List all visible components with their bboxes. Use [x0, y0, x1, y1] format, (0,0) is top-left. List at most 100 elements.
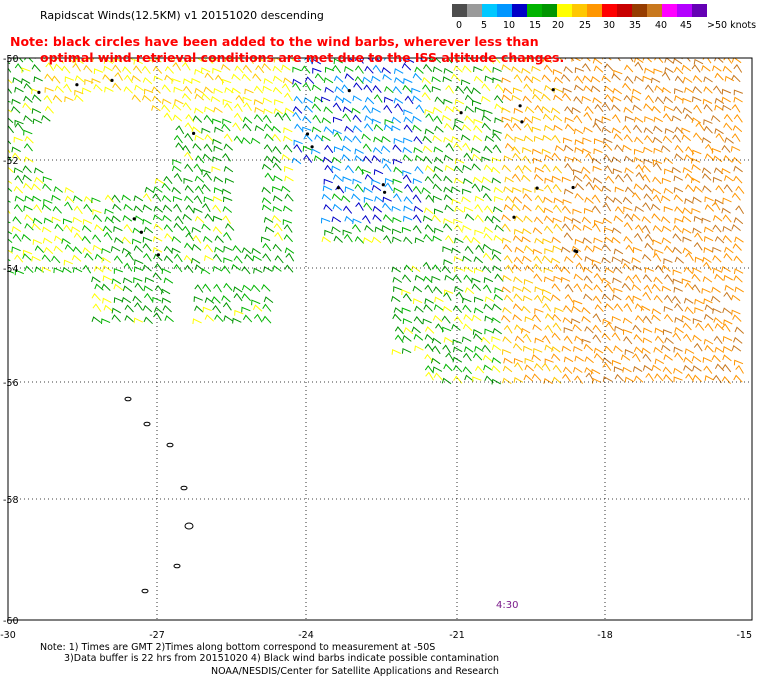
wind-barb — [111, 215, 121, 223]
wind-barb — [672, 246, 682, 254]
wind-barb — [472, 134, 483, 142]
wind-barb — [592, 334, 602, 343]
wind-barb — [213, 145, 223, 152]
wind-barb — [222, 205, 233, 213]
wind-barb — [482, 354, 493, 362]
wind-barb — [553, 197, 563, 204]
wind-barb — [502, 243, 513, 253]
wind-barb — [462, 352, 472, 362]
wind-barb — [44, 105, 54, 114]
wind-barb — [624, 186, 635, 195]
wind-barb — [641, 225, 651, 234]
wind-barb — [43, 246, 54, 255]
wind-barb — [382, 163, 392, 172]
wind-barb — [314, 134, 324, 142]
wind-barb — [651, 308, 662, 315]
wind-barb — [541, 163, 551, 173]
wind-barb — [585, 152, 594, 162]
wind-barb — [213, 87, 223, 94]
wind-barb — [101, 318, 111, 325]
wind-barb — [734, 286, 744, 293]
wind-barb — [551, 152, 561, 161]
wind-barb — [363, 186, 373, 193]
wind-barb — [392, 144, 402, 153]
colorbar-swatch — [617, 4, 632, 17]
wind-barb — [403, 264, 414, 273]
wind-barb — [264, 172, 274, 182]
wind-barb — [281, 64, 291, 71]
wind-barb — [172, 195, 183, 202]
wind-barb — [681, 134, 692, 142]
wind-barb — [703, 247, 713, 253]
wind-barb — [513, 228, 524, 235]
wind-barb — [624, 75, 634, 84]
wind-barb — [382, 214, 393, 222]
wind-barb — [241, 266, 251, 275]
wind-barb — [722, 65, 733, 73]
wind-barb — [721, 207, 731, 214]
wind-barb — [573, 169, 583, 175]
wind-barb — [472, 352, 483, 361]
flag-circle — [310, 145, 314, 149]
wind-barb — [711, 354, 721, 363]
wind-barb — [184, 58, 195, 63]
wind-barb — [161, 297, 172, 304]
wind-barb — [454, 177, 464, 184]
wind-barb — [324, 144, 334, 154]
wind-barb — [661, 344, 671, 352]
wind-barb — [583, 293, 593, 301]
wind-barb — [194, 87, 204, 94]
wind-barb — [433, 165, 444, 173]
wind-barb — [482, 65, 492, 73]
wind-barb — [572, 208, 582, 215]
wind-barb — [8, 270, 15, 274]
wind-barb — [652, 136, 663, 144]
wind-barb — [614, 144, 624, 153]
wind-barb — [302, 82, 312, 92]
wind-barb — [263, 216, 274, 223]
wind-barb — [402, 334, 412, 342]
wind-barb — [403, 116, 413, 124]
wind-barb — [694, 232, 703, 242]
wind-barb — [204, 314, 215, 322]
wind-barb — [31, 88, 41, 95]
wind-barb — [722, 197, 732, 204]
wind-barb — [263, 144, 273, 153]
wind-barb — [162, 214, 172, 222]
wind-barb — [611, 359, 622, 366]
wind-barb — [682, 207, 692, 215]
wind-barb — [502, 365, 513, 373]
wind-barb — [541, 289, 552, 295]
wind-barb — [8, 87, 13, 94]
colorbar-swatch — [647, 4, 662, 17]
wind-barb — [632, 264, 643, 271]
wind-barb — [63, 259, 73, 266]
wind-barb — [551, 332, 561, 341]
wind-barb — [552, 114, 563, 122]
wind-barb — [603, 345, 614, 354]
wind-barb — [362, 155, 372, 164]
wind-barb — [522, 333, 532, 343]
wind-barb — [531, 65, 541, 72]
wind-barb — [410, 265, 421, 273]
wind-barb — [693, 342, 703, 352]
wind-barb — [211, 296, 221, 304]
wind-barb — [84, 58, 94, 62]
wind-barb — [574, 355, 584, 362]
wind-barb — [483, 232, 493, 241]
wind-barb — [261, 204, 272, 211]
wind-barb — [8, 140, 12, 145]
wind-barb — [443, 186, 453, 194]
wind-barb — [272, 75, 283, 83]
wind-barb — [632, 104, 642, 112]
wind-barb — [453, 65, 463, 73]
wind-barb — [372, 205, 383, 213]
wind-barb — [653, 346, 663, 354]
wind-barb — [263, 296, 274, 303]
wind-barb — [594, 103, 604, 113]
wind-barb — [312, 114, 322, 124]
wind-barb — [332, 203, 343, 211]
wind-barb — [614, 373, 624, 382]
wind-barb — [401, 62, 412, 71]
